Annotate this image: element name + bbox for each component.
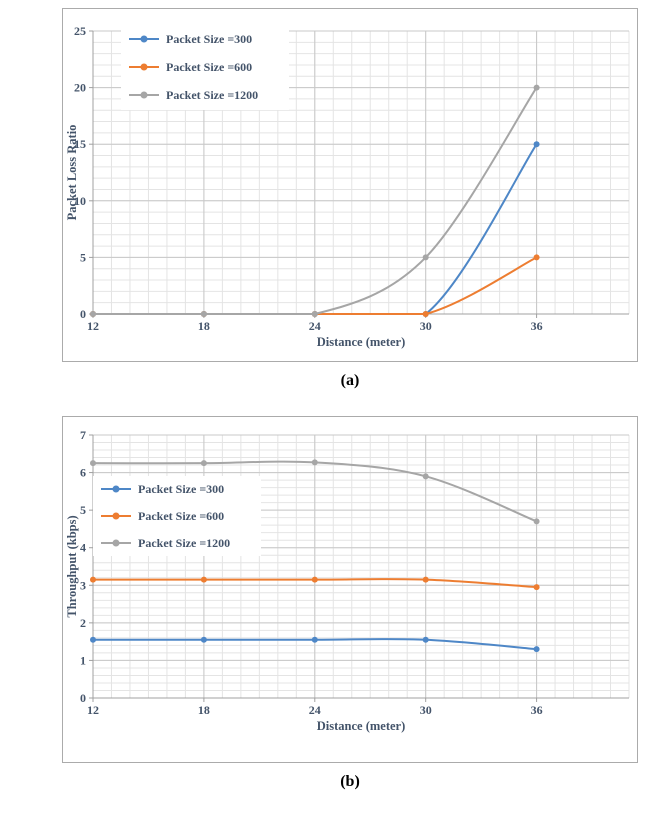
legend-marker [112, 485, 120, 493]
data-point [533, 646, 540, 653]
data-point [422, 473, 429, 480]
data-point [533, 254, 540, 261]
x-tick-label: 24 [309, 703, 321, 717]
y-tick-label: 15 [74, 137, 86, 151]
legend-label: Packet Size =1200 [138, 536, 230, 550]
x-tick-label: 36 [531, 319, 543, 333]
data-point [422, 311, 429, 317]
y-tick-label: 10 [74, 194, 86, 208]
y-tick-label: 0 [80, 691, 86, 705]
legend-label: Packet Size =1200 [166, 88, 258, 102]
x-tick-label: 18 [198, 319, 210, 333]
data-point [90, 460, 96, 467]
x-axis-title: Distance (meter) [317, 335, 406, 349]
data-point [200, 576, 207, 583]
figure-a: 0 5 10 15 20 25 12 18 24 30 36 Distance (meter) Pack… [62, 8, 638, 390]
legend-label: Packet Size =600 [166, 60, 252, 74]
y-axis-title: Packet Loss Ratio [65, 125, 79, 221]
data-point [200, 311, 207, 317]
y-tick-label: 4 [80, 541, 86, 555]
packet-loss-ratio-chart: 0 5 10 15 20 25 12 18 24 30 36 Distance (meter) Pack… [65, 24, 630, 349]
data-point [533, 584, 540, 591]
x-tick-label: 12 [87, 319, 99, 333]
y-tick-label: 2 [80, 616, 86, 630]
y-tick-label: 5 [80, 250, 86, 264]
x-tick-label: 30 [420, 319, 432, 333]
x-axis-title: Distance (meter) [317, 719, 406, 733]
data-point [90, 576, 96, 583]
legend-marker [112, 512, 120, 520]
chart-b-box: 0 1 2 3 4 5 6 7 12 18 24 30 36 Distance (meter) Throug… [62, 416, 638, 763]
data-point [90, 636, 96, 643]
x-tick-label: 12 [87, 703, 99, 717]
data-point [200, 460, 207, 467]
y-tick-label: 6 [80, 466, 86, 480]
data-point [311, 576, 318, 583]
data-point [422, 254, 429, 261]
caption-b: (b) [340, 773, 360, 790]
x-tick-label: 36 [531, 703, 543, 717]
page: 0 5 10 15 20 25 12 18 24 30 36 Distance (meter) Pack… [62, 8, 638, 791]
data-point [200, 636, 207, 643]
data-point [422, 576, 429, 583]
data-point [311, 636, 318, 643]
y-tick-label: 25 [74, 24, 86, 38]
chart-a-box: 0 5 10 15 20 25 12 18 24 30 36 Distance (meter) Pack… [62, 8, 638, 362]
x-tick-label: 18 [198, 703, 210, 717]
legend-label: Packet Size =600 [138, 509, 224, 523]
data-point [533, 141, 540, 148]
y-tick-label: 20 [74, 81, 86, 95]
legend-marker [140, 91, 148, 99]
x-tick-label: 24 [309, 319, 321, 333]
y-tick-label: 7 [80, 428, 86, 442]
legend-marker [112, 539, 120, 547]
data-point [311, 311, 318, 317]
data-point [533, 84, 540, 91]
data-point [422, 636, 429, 643]
x-tick-label: 30 [420, 703, 432, 717]
legend-marker [140, 63, 148, 71]
y-tick-label: 3 [80, 578, 86, 592]
legend-marker [140, 35, 148, 43]
data-point [90, 311, 96, 317]
data-point [533, 518, 540, 525]
y-axis-title: Throughput (kbps) [65, 515, 79, 617]
y-tick-label: 0 [80, 307, 86, 321]
legend-label: Packet Size =300 [138, 482, 224, 496]
figure-b: 0 1 2 3 4 5 6 7 12 18 24 30 36 Distance (meter) Throug… [62, 416, 638, 791]
series-line [92, 86, 538, 315]
data-point [311, 459, 318, 466]
caption-a: (a) [340, 372, 360, 389]
y-tick-label: 5 [80, 503, 86, 517]
legend-label: Packet Size =300 [166, 32, 252, 46]
y-tick-label: 1 [80, 653, 86, 667]
